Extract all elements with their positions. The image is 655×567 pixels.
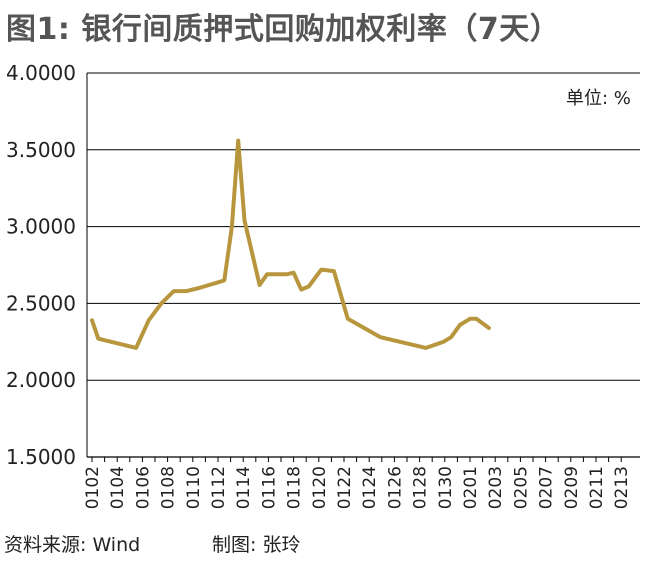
x-tick-label: 0118 <box>285 466 305 509</box>
axes <box>86 73 640 462</box>
y-tick-label: 3.5000 <box>6 138 76 162</box>
y-tick-label: 4.0000 <box>6 61 76 85</box>
author-note: 制图: 张玲 <box>212 534 301 556</box>
y-tick-label: 2.0000 <box>6 368 76 392</box>
chart-title: 图1: 银行间质押式回购加权利率（7天） <box>6 12 561 47</box>
x-tick-label: 0128 <box>411 466 431 509</box>
x-tick-label: 0209 <box>562 466 582 509</box>
x-tick-label: 0205 <box>511 466 531 509</box>
x-tick-label: 0130 <box>436 466 456 509</box>
x-tick-label: 0112 <box>209 466 229 509</box>
x-tick-label: 0213 <box>612 466 632 509</box>
y-tick-label: 1.5000 <box>6 445 76 469</box>
x-tick-label: 0116 <box>259 466 279 509</box>
y-tick-label: 2.5000 <box>6 291 76 315</box>
series-line <box>90 138 491 350</box>
x-tick-label: 0102 <box>83 466 103 509</box>
x-tick-label: 0207 <box>537 466 557 509</box>
x-tick-label: 0106 <box>133 466 153 509</box>
x-tick-label: 0114 <box>234 466 254 509</box>
x-tick-label: 0126 <box>385 466 405 509</box>
x-tick-label: 0122 <box>335 466 355 509</box>
x-axis-tick-labels: 0102 0104 0106 0108 0110 0112 0114 0116 0118 0120… <box>83 466 632 509</box>
x-tick-label: 0104 <box>108 466 128 509</box>
x-tick-label: 0110 <box>184 466 204 509</box>
x-tick-label: 0201 <box>461 466 481 509</box>
x-tick-label: 0124 <box>360 466 380 509</box>
y-tick-label: 3.0000 <box>6 215 76 239</box>
x-tick-label: 0120 <box>310 466 330 509</box>
y-axis-tick-labels: 4.0000 3.5000 3.0000 2.5000 2.0000 1.5000 <box>6 61 76 469</box>
source-note: 资料来源: Wind <box>4 534 141 556</box>
x-tick-label: 0108 <box>159 466 179 509</box>
gridlines <box>87 72 640 458</box>
x-tick-label: 0203 <box>486 466 506 509</box>
unit-label: 单位: % <box>566 88 631 109</box>
x-tick-label: 0211 <box>587 466 607 509</box>
